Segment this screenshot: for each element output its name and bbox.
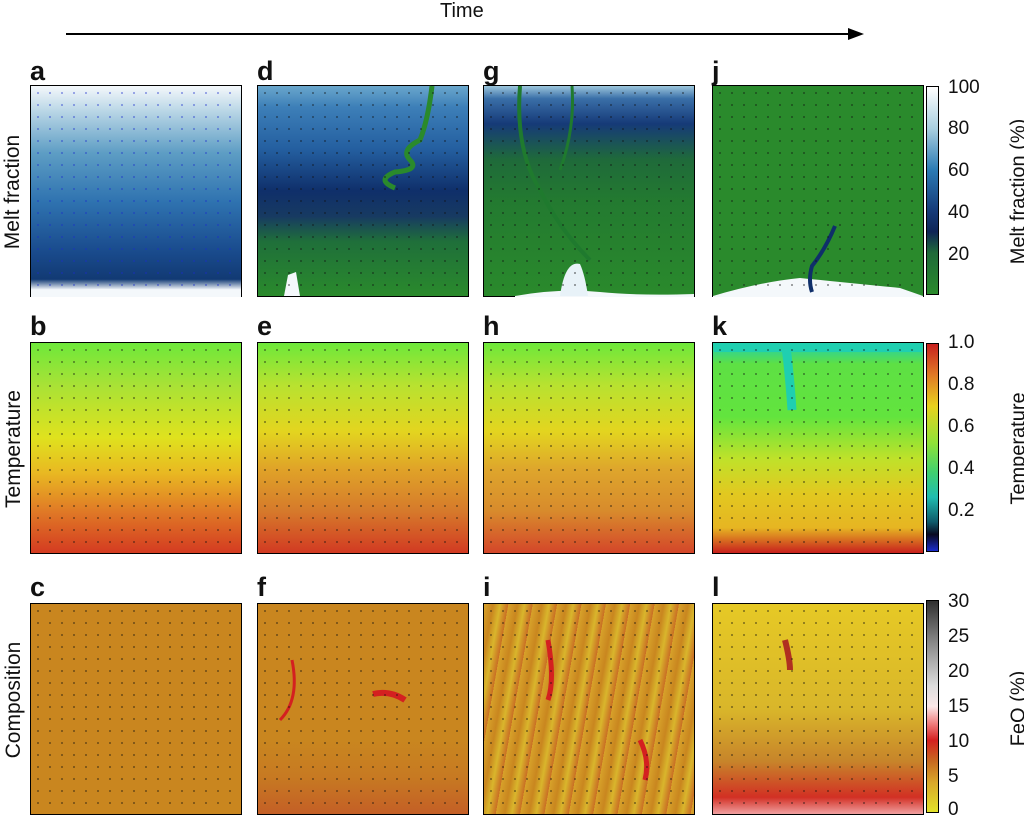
velocity-grid-1-2 [490,349,684,543]
panel-letter-b: b [30,311,47,341]
velocity-grid-1-3 [719,349,913,543]
colorbar-feo [926,600,939,813]
cbar-temp-tick-0.2: 0.2 [948,500,975,521]
velocity-grid-0-1 [264,92,458,286]
panel-letter-g: g [483,56,500,86]
panel-letter-f: f [257,572,266,602]
cbar-temp-tick-0.6: 0.6 [948,416,975,437]
panel-letter-a: a [30,56,46,86]
velocity-grid-1-1 [264,349,458,543]
panel-letter-e: e [257,311,273,341]
cbar-melt-tick-40: 40 [948,202,970,223]
time-arrow [66,28,864,40]
panel-k-temperature [712,342,924,554]
panel-a-melt-fraction [30,85,242,297]
cbar-feo-tick-10: 10 [948,731,970,752]
panel-letter-l: l [712,572,720,602]
cbar-feo-tick-20: 20 [948,661,970,682]
cbar-temp-tick-1.0: 1.0 [948,332,975,353]
panel-e-temperature [257,342,469,554]
panel-f-composition [257,603,469,815]
velocity-grid-1-0 [37,349,231,543]
panel-letter-h: h [483,311,500,341]
cbar-melt-tick-20: 20 [948,244,970,265]
velocity-grid-2-3 [719,610,913,804]
velocity-grid-2-1 [264,610,458,804]
cbar-temp-tick-0.4: 0.4 [948,458,975,479]
cbar-melt-tick-60: 60 [948,160,970,181]
panel-l-composition [712,603,924,815]
velocity-grid-0-2 [490,92,684,286]
cbar-feo-tick-0: 0 [948,799,959,820]
panel-h-temperature [483,342,695,554]
cbar-feo-tick-25: 25 [948,626,970,647]
panel-i-composition [483,603,695,815]
panel-letter-i: i [483,572,491,602]
panel-letter-j: j [712,56,720,86]
panel-b-temperature [30,342,242,554]
colorbar-title-feo: FeO (%) [1007,670,1024,747]
colorbar-title-melt-fraction: Melt fraction (%) [1007,118,1024,265]
cbar-temp-tick-0.8: 0.8 [948,374,975,395]
panel-d-melt-fraction [257,85,469,297]
cbar-melt-tick-100: 100 [948,77,980,98]
cbar-feo-tick-30: 30 [948,591,970,612]
velocity-grid-2-2 [490,610,684,804]
cbar-feo-tick-5: 5 [948,766,959,787]
cbar-melt-tick-80: 80 [948,118,970,139]
panel-letter-c: c [30,572,46,602]
colorbar-melt-fraction [926,86,939,295]
velocity-grid-0-0 [37,92,231,286]
velocity-grid-2-0 [37,610,231,804]
time-axis-label: Time [440,0,484,22]
panel-letter-k: k [712,311,728,341]
velocity-grid-0-3 [719,92,913,286]
panel-letter-d: d [257,56,274,86]
cbar-feo-tick-15: 15 [948,696,970,717]
colorbar-temperature [926,343,939,552]
panel-c-composition [30,603,242,815]
panel-j-melt-fraction [712,85,924,297]
colorbar-title-temperature: Temperature [1007,392,1024,505]
